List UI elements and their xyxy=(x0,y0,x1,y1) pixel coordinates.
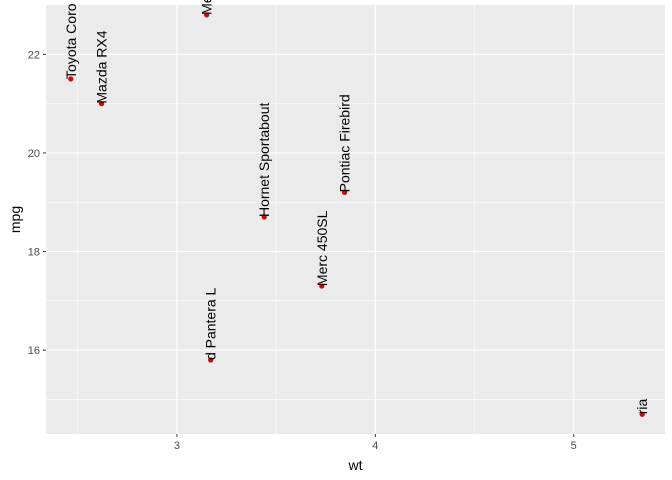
point-label: Pontiac Firebird xyxy=(337,94,353,192)
x-tick-label: 4 xyxy=(372,440,378,452)
x-tick-label: 3 xyxy=(174,440,180,452)
y-axis-ticks: 16 18 20 22 xyxy=(28,49,46,357)
x-axis-ticks: 3 4 5 xyxy=(174,434,577,452)
data-point xyxy=(98,101,105,107)
data-point xyxy=(341,189,348,195)
x-tick-label: 5 xyxy=(571,440,577,452)
plot-panel xyxy=(46,5,665,434)
data-point xyxy=(261,214,267,220)
point-label: Hornet Sportabout xyxy=(256,103,272,218)
data-point xyxy=(68,76,74,82)
x-axis-title: wt xyxy=(348,457,363,473)
point-label: Merc 450SL xyxy=(314,210,330,286)
point-label: Mazda RX4 xyxy=(94,30,110,103)
point-label: Toyota Coro xyxy=(63,3,79,79)
point-label: d Pantera L xyxy=(203,287,219,360)
y-tick-label: 20 xyxy=(28,148,40,160)
points-layer xyxy=(68,12,645,417)
point-label: Me xyxy=(199,0,215,15)
minor-gridlines xyxy=(46,5,665,434)
y-tick-label: 18 xyxy=(28,247,40,259)
point-label: ria xyxy=(634,399,650,415)
data-point xyxy=(319,283,325,289)
y-axis-title: mpg xyxy=(7,206,23,233)
y-tick-label: 22 xyxy=(28,49,40,61)
data-point xyxy=(204,12,210,18)
data-point xyxy=(208,357,214,363)
data-point xyxy=(639,411,645,417)
major-gridlines xyxy=(46,5,665,434)
point-labels-layer: Toyota Coro Mazda RX4 Me Hornet Sportabout M… xyxy=(63,0,650,414)
y-tick-label: 16 xyxy=(28,345,40,357)
